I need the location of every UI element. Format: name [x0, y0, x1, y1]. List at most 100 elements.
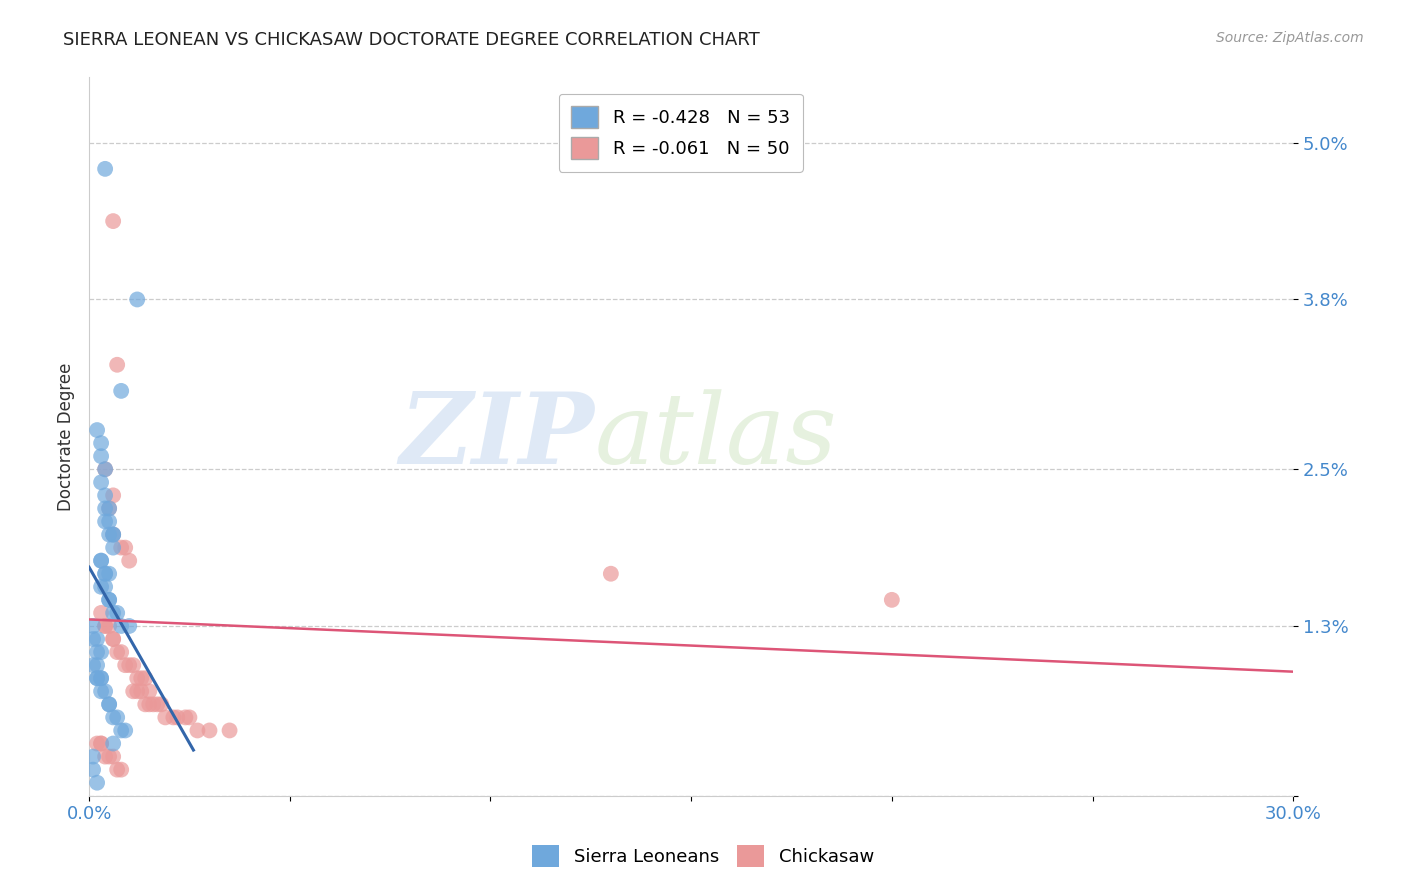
- Point: [86, 775, 108, 789]
- Y-axis label: Doctorate Degree: Doctorate Degree: [58, 362, 75, 511]
- Point: [94, 488, 117, 502]
- Point: [90, 737, 112, 751]
- Text: SIERRA LEONEAN VS CHICKASAW DOCTORATE DEGREE CORRELATION CHART: SIERRA LEONEAN VS CHICKASAW DOCTORATE DE…: [63, 31, 761, 49]
- Point: [94, 462, 117, 476]
- Point: [101, 527, 124, 541]
- Point: [101, 527, 124, 541]
- Point: [94, 566, 117, 581]
- Point: [90, 671, 112, 685]
- Point: [90, 436, 112, 450]
- Point: [110, 619, 132, 633]
- Point: [82, 749, 104, 764]
- Point: [98, 749, 121, 764]
- Point: [86, 645, 108, 659]
- Point: [101, 632, 124, 646]
- Point: [150, 698, 173, 712]
- Point: [82, 658, 104, 673]
- Point: [90, 684, 112, 698]
- Point: [127, 293, 149, 307]
- Point: [98, 619, 121, 633]
- Point: [880, 592, 903, 607]
- Point: [98, 592, 121, 607]
- Legend: R = -0.428   N = 53, R = -0.061   N = 50: R = -0.428 N = 53, R = -0.061 N = 50: [558, 94, 803, 172]
- Point: [98, 592, 121, 607]
- Point: [98, 515, 121, 529]
- Point: [101, 541, 124, 555]
- Point: [105, 358, 128, 372]
- Point: [118, 658, 141, 673]
- Point: [98, 698, 121, 712]
- Point: [101, 214, 124, 228]
- Point: [155, 710, 177, 724]
- Point: [94, 161, 117, 176]
- Point: [82, 763, 104, 777]
- Point: [101, 737, 124, 751]
- Point: [94, 515, 117, 529]
- Point: [105, 606, 128, 620]
- Point: [118, 619, 141, 633]
- Point: [127, 684, 149, 698]
- Point: [98, 698, 121, 712]
- Point: [218, 723, 240, 738]
- Point: [90, 606, 112, 620]
- Point: [127, 671, 149, 685]
- Point: [162, 710, 184, 724]
- Point: [134, 671, 156, 685]
- Point: [86, 671, 108, 685]
- Point: [90, 554, 112, 568]
- Point: [86, 671, 108, 685]
- Point: [186, 723, 208, 738]
- Point: [114, 658, 136, 673]
- Point: [90, 737, 112, 751]
- Point: [90, 475, 112, 490]
- Point: [101, 710, 124, 724]
- Text: Source: ZipAtlas.com: Source: ZipAtlas.com: [1216, 31, 1364, 45]
- Point: [174, 710, 197, 724]
- Point: [122, 658, 145, 673]
- Point: [98, 501, 121, 516]
- Point: [94, 566, 117, 581]
- Point: [86, 423, 108, 437]
- Point: [142, 698, 165, 712]
- Point: [166, 710, 188, 724]
- Point: [90, 580, 112, 594]
- Point: [114, 541, 136, 555]
- Point: [134, 698, 156, 712]
- Point: [110, 723, 132, 738]
- Text: atlas: atlas: [595, 389, 838, 484]
- Legend: Sierra Leoneans, Chickasaw: Sierra Leoneans, Chickasaw: [524, 838, 882, 874]
- Point: [122, 684, 145, 698]
- Point: [94, 501, 117, 516]
- Point: [94, 684, 117, 698]
- Point: [90, 449, 112, 463]
- Point: [82, 632, 104, 646]
- Point: [94, 580, 117, 594]
- Point: [599, 566, 621, 581]
- Point: [105, 645, 128, 659]
- Point: [110, 645, 132, 659]
- Text: ZIP: ZIP: [399, 388, 595, 485]
- Point: [94, 749, 117, 764]
- Point: [98, 566, 121, 581]
- Point: [198, 723, 221, 738]
- Point: [86, 658, 108, 673]
- Point: [101, 527, 124, 541]
- Point: [86, 632, 108, 646]
- Point: [94, 462, 117, 476]
- Point: [129, 684, 152, 698]
- Point: [101, 488, 124, 502]
- Point: [110, 384, 132, 398]
- Point: [82, 619, 104, 633]
- Point: [110, 763, 132, 777]
- Point: [110, 541, 132, 555]
- Point: [138, 698, 160, 712]
- Point: [94, 619, 117, 633]
- Point: [114, 723, 136, 738]
- Point: [90, 671, 112, 685]
- Point: [105, 763, 128, 777]
- Point: [98, 527, 121, 541]
- Point: [118, 554, 141, 568]
- Point: [138, 684, 160, 698]
- Point: [179, 710, 201, 724]
- Point: [129, 671, 152, 685]
